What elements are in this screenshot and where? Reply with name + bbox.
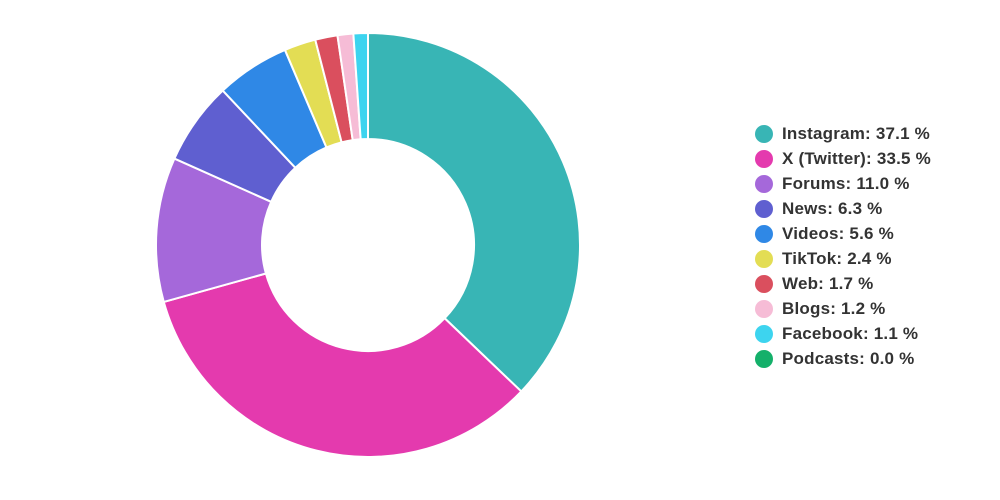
legend-label: Forums: 11.0 % [782,173,910,193]
slice-x-twitter[interactable] [162,272,523,458]
legend-marker [755,274,773,293]
legend-item-instagram[interactable]: Instagram: 37.1 % [755,121,995,146]
legend-item-x-twitter[interactable]: X (Twitter): 33.5 % [755,146,995,171]
legend-item-tiktok[interactable]: TikTok: 2.4 % [755,246,995,271]
legend-label: Facebook: 1.1 % [782,323,919,343]
legend-label: Videos: 5.6 % [782,223,894,243]
legend-label: Blogs: 1.2 % [782,298,886,318]
legend-marker [755,199,773,218]
legend-marker [755,349,773,368]
legend-item-forums[interactable]: Forums: 11.0 % [755,171,995,196]
legend-marker [755,174,773,193]
legend-label: Instagram: 37.1 % [782,123,930,143]
legend-marker [755,324,773,343]
legend-item-facebook[interactable]: Facebook: 1.1 % [755,321,995,346]
legend-marker [755,149,773,168]
slice-facebook[interactable] [352,32,369,141]
legend-item-news[interactable]: News: 6.3 % [755,196,995,221]
legend-label: Web: 1.7 % [782,273,874,293]
legend-item-podcasts[interactable]: Podcasts: 0.0 % [755,346,995,371]
legend-item-web[interactable]: Web: 1.7 % [755,271,995,296]
legend-label: News: 6.3 % [782,198,883,218]
chart-legend: Instagram: 37.1 % X (Twitter): 33.5 % Foru… [755,121,995,371]
legend-label: X (Twitter): 33.5 % [782,148,931,168]
legend-label: Podcasts: 0.0 % [782,348,915,368]
legend-marker [755,124,773,143]
legend-marker [755,249,773,268]
slice-instagram[interactable] [367,32,581,393]
legend-marker [755,224,773,243]
legend-marker [755,299,773,318]
legend-label: TikTok: 2.4 % [782,248,892,268]
legend-item-blogs[interactable]: Blogs: 1.2 % [755,296,995,321]
legend-item-videos[interactable]: Videos: 5.6 % [755,221,995,246]
